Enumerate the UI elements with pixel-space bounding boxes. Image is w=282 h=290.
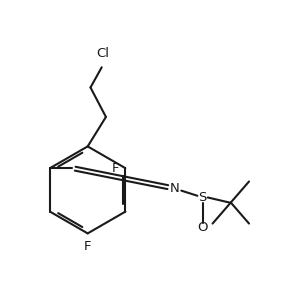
Text: O: O bbox=[197, 221, 208, 234]
Text: S: S bbox=[199, 191, 207, 204]
Text: Cl: Cl bbox=[97, 47, 110, 60]
Text: N: N bbox=[170, 182, 180, 195]
Text: F: F bbox=[112, 162, 119, 175]
Text: F: F bbox=[84, 240, 91, 253]
